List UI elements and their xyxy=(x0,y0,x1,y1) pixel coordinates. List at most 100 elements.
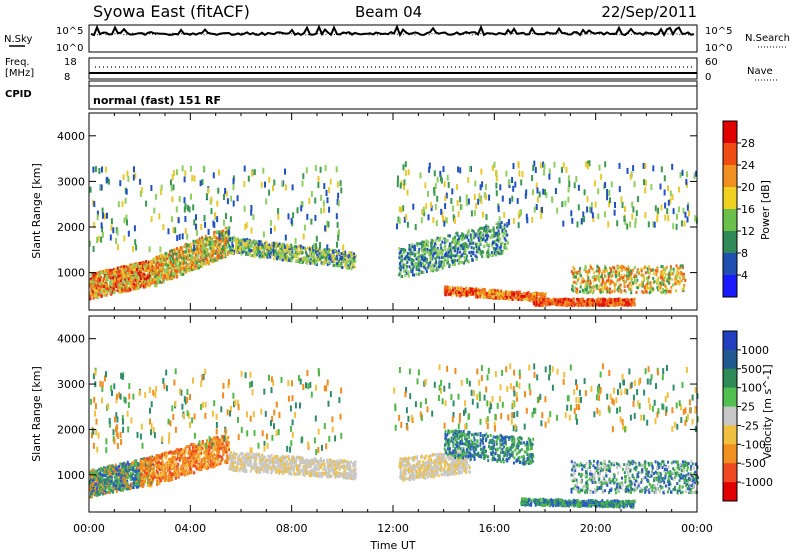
data-cell xyxy=(177,217,180,224)
data-cell xyxy=(133,282,136,286)
data-cell xyxy=(171,261,174,264)
data-cell xyxy=(95,281,98,285)
data-cell xyxy=(503,226,506,230)
data-cell xyxy=(467,260,470,264)
data-cell xyxy=(218,248,221,252)
data-cell xyxy=(103,293,106,297)
data-cell xyxy=(177,247,180,251)
data-cell xyxy=(115,276,118,280)
data-cell xyxy=(199,256,202,260)
data-cell xyxy=(418,268,420,272)
data-cell xyxy=(103,287,106,291)
data-cell xyxy=(586,298,589,302)
data-cell xyxy=(629,277,632,281)
data-cell xyxy=(263,255,266,259)
data-cell xyxy=(201,262,204,266)
data-cell xyxy=(633,280,636,284)
data-cell xyxy=(137,286,140,290)
data-cell xyxy=(353,252,356,256)
data-cell xyxy=(433,264,436,268)
data-cell xyxy=(633,265,636,269)
data-cell xyxy=(109,280,112,284)
data-cell xyxy=(133,225,136,232)
data-cell xyxy=(474,254,477,258)
data-cell xyxy=(201,256,204,260)
data-cell xyxy=(189,242,192,249)
data-cell xyxy=(103,272,106,276)
data-cell xyxy=(206,241,209,245)
data-cell xyxy=(106,291,109,294)
data-cell xyxy=(121,289,124,293)
data-cell xyxy=(534,292,537,296)
data-cell xyxy=(123,289,126,293)
data-cell xyxy=(581,288,584,292)
data-cell xyxy=(196,239,199,243)
data-cell xyxy=(104,283,107,287)
data-cell xyxy=(480,236,483,240)
data-cell xyxy=(183,268,186,272)
data-cell xyxy=(157,266,160,269)
data-cell xyxy=(470,292,473,296)
data-cell xyxy=(214,235,217,239)
data-cell xyxy=(221,250,224,254)
data-cell xyxy=(229,246,232,252)
data-cell xyxy=(462,293,465,297)
data-cell xyxy=(204,234,207,238)
data-cell xyxy=(571,303,574,307)
data-cell xyxy=(664,268,667,272)
nsky-panel-frame xyxy=(88,24,698,53)
data-cell xyxy=(213,232,216,236)
data-cell xyxy=(116,266,119,270)
data-cell xyxy=(480,232,483,236)
data-cell xyxy=(303,224,306,231)
data-cell xyxy=(416,242,419,246)
data-cell xyxy=(105,287,108,291)
data-cell xyxy=(164,256,167,260)
data-cell xyxy=(172,254,175,258)
data-cell xyxy=(140,187,143,194)
data-cell xyxy=(444,285,447,289)
data-cell xyxy=(201,244,204,251)
data-cell xyxy=(149,267,152,271)
data-cell xyxy=(543,293,546,297)
data-cell xyxy=(208,253,211,257)
data-cell xyxy=(117,274,120,278)
data-cell xyxy=(292,212,295,219)
data-cell xyxy=(468,251,471,255)
data-cell xyxy=(173,273,176,277)
data-cell xyxy=(452,246,455,250)
data-cell xyxy=(617,299,620,303)
data-cell xyxy=(488,243,491,247)
data-cell xyxy=(179,267,182,271)
data-cell xyxy=(241,250,244,254)
data-cell xyxy=(599,290,602,294)
nsky-line xyxy=(90,24,695,38)
data-cell xyxy=(209,259,212,263)
data-cell xyxy=(179,261,182,265)
data-cell xyxy=(597,303,600,307)
data-cell xyxy=(243,165,246,172)
data-cell xyxy=(94,277,97,281)
data-cell xyxy=(91,289,94,293)
data-cell xyxy=(651,268,654,272)
data-cell xyxy=(118,275,121,278)
data-cell xyxy=(202,260,205,264)
data-cell xyxy=(658,287,660,291)
data-cell xyxy=(159,189,162,196)
data-cell xyxy=(211,239,214,246)
data-cell xyxy=(107,277,109,281)
data-cell xyxy=(447,250,450,254)
data-cell xyxy=(92,296,95,300)
data-cell xyxy=(199,248,202,252)
data-cell xyxy=(181,264,183,268)
data-cell xyxy=(169,266,172,270)
data-cell xyxy=(265,243,268,250)
data-cell xyxy=(448,234,451,238)
data-cell xyxy=(98,292,101,296)
data-cell xyxy=(285,184,287,191)
data-cell xyxy=(578,272,581,275)
data-cell xyxy=(604,275,607,279)
data-cell xyxy=(193,245,196,252)
data-cell xyxy=(161,267,164,271)
